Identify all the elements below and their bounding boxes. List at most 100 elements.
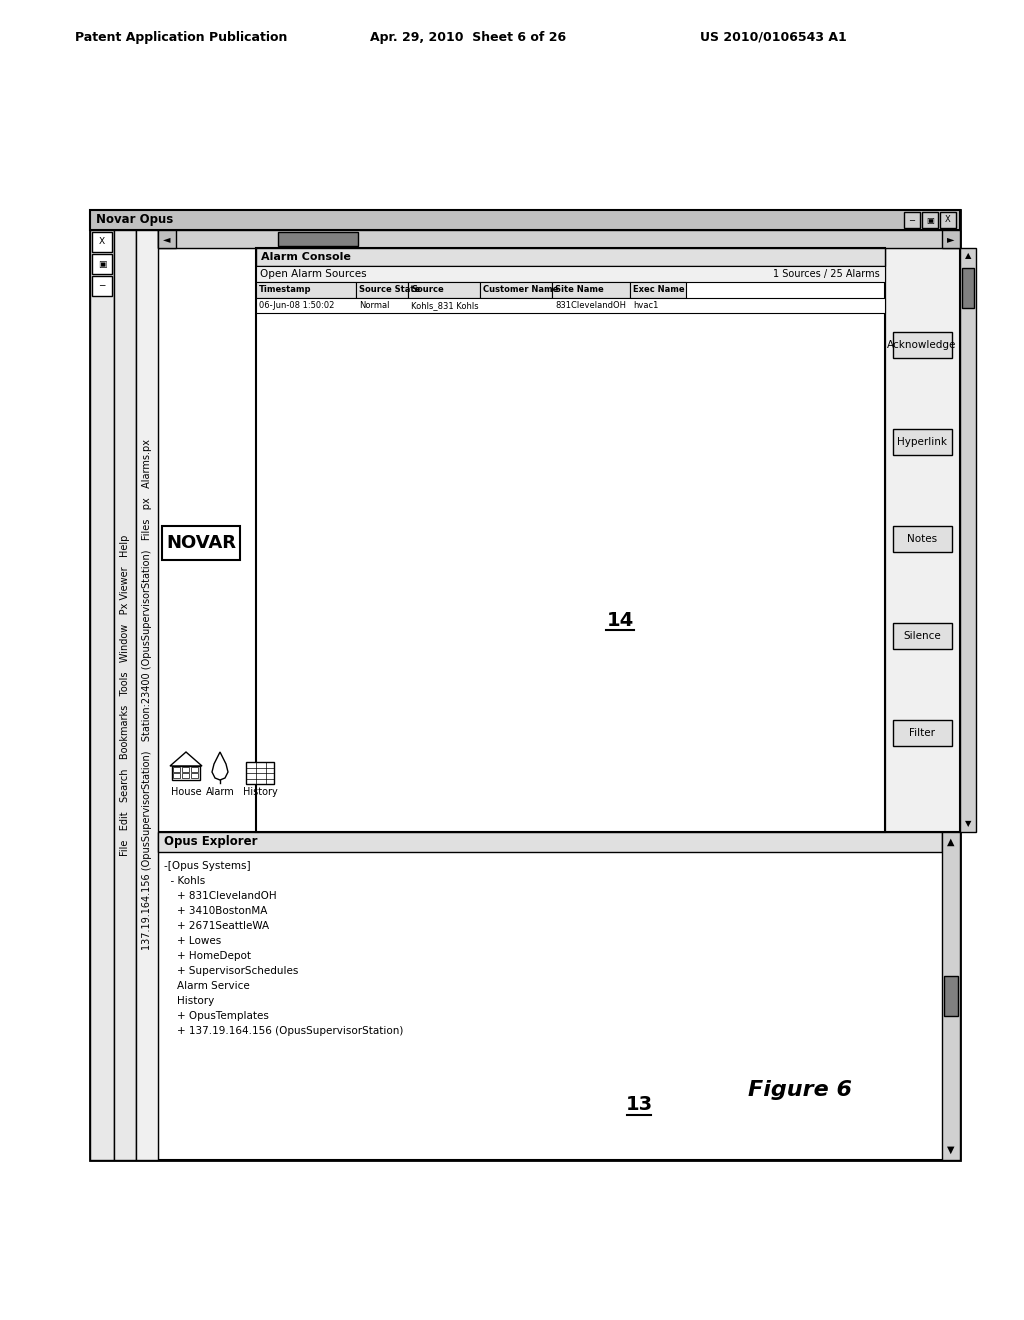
Text: + 3410BostonMA: + 3410BostonMA [164, 906, 267, 916]
Bar [256, 298, 885, 313]
Text: Exec Name: Exec Name [633, 285, 685, 294]
Text: 1 Sources / 25 Alarms: 1 Sources / 25 Alarms [773, 269, 880, 279]
Bar [278, 232, 358, 246]
Text: X: X [99, 238, 105, 247]
Text: Notes: Notes [907, 535, 937, 544]
Text: ▼: ▼ [947, 1144, 954, 1155]
Bar [158, 230, 176, 248]
Text: Customer Name: Customer Name [483, 285, 558, 294]
Text: Site Name: Site Name [555, 285, 604, 294]
Bar [893, 429, 952, 455]
Text: + 2671SeattleWA: + 2671SeattleWA [164, 921, 269, 931]
Text: History: History [164, 997, 214, 1006]
Bar [90, 230, 114, 1160]
Bar [256, 248, 885, 267]
Bar [944, 975, 958, 1016]
Text: + 137.19.164.156 (OpusSupervisorStation): + 137.19.164.156 (OpusSupervisorStation) [164, 1026, 403, 1036]
Text: ▣: ▣ [926, 215, 934, 224]
Bar [92, 253, 112, 275]
Text: ▲: ▲ [947, 837, 954, 847]
Bar [173, 767, 180, 772]
Bar [408, 282, 480, 298]
Bar [893, 623, 952, 649]
Text: History: History [243, 787, 278, 797]
Bar [256, 267, 885, 282]
Text: + SupervisorSchedules: + SupervisorSchedules [164, 966, 298, 975]
Bar [942, 230, 961, 248]
Text: Opus Explorer: Opus Explorer [164, 836, 257, 849]
Bar [182, 774, 189, 777]
Text: + Lowes: + Lowes [164, 936, 221, 946]
Text: Hyperlink: Hyperlink [897, 437, 947, 447]
Text: Normal: Normal [359, 301, 389, 310]
Text: 831ClevelandOH: 831ClevelandOH [555, 301, 626, 310]
Bar [256, 248, 885, 832]
Text: Acknowledge: Acknowledge [888, 341, 956, 350]
Text: Source: Source [411, 285, 443, 294]
Text: ▼: ▼ [965, 820, 971, 829]
Bar [246, 762, 274, 784]
Bar [92, 232, 112, 252]
Text: Timestamp: Timestamp [259, 285, 311, 294]
Text: + 831ClevelandOH: + 831ClevelandOH [164, 891, 276, 902]
Bar [552, 282, 630, 298]
Bar [904, 213, 920, 228]
Text: Filter: Filter [909, 729, 935, 738]
Text: Kohls_831 Kohls: Kohls_831 Kohls [411, 301, 478, 310]
Text: 06-Jun-08 1:50:02: 06-Jun-08 1:50:02 [259, 301, 335, 310]
Text: Alarm: Alarm [206, 787, 234, 797]
Text: Patent Application Publication: Patent Application Publication [75, 30, 288, 44]
Text: 137.19.164.156 (OpusSupervisorStation)   Station:23400 (OpusSupervisorStation)  : 137.19.164.156 (OpusSupervisorStation) S… [142, 440, 152, 950]
Bar [942, 832, 961, 1160]
Text: ─: ─ [909, 215, 914, 224]
Text: File   Edit   Search   Bookmarks   Tools   Window   Px Viewer   Help: File Edit Search Bookmarks Tools Window … [120, 535, 130, 855]
Text: Alarm Service: Alarm Service [164, 981, 250, 991]
Bar [162, 525, 240, 560]
Bar [191, 774, 198, 777]
Text: ◄: ◄ [163, 234, 171, 244]
Bar [962, 268, 974, 308]
Bar [90, 210, 961, 230]
Text: hvac1: hvac1 [633, 301, 658, 310]
Bar [191, 767, 198, 772]
Bar [158, 832, 942, 851]
Text: Alarm Console: Alarm Console [261, 252, 351, 261]
Bar [172, 766, 200, 780]
Bar [893, 719, 952, 746]
Polygon shape [170, 752, 202, 766]
Bar [356, 282, 408, 298]
Bar [173, 774, 180, 777]
Text: NOVAR: NOVAR [166, 535, 236, 552]
Bar [893, 525, 952, 552]
Bar [158, 248, 885, 832]
Text: - Kohls: - Kohls [164, 876, 205, 886]
Bar [158, 230, 961, 248]
Bar [136, 230, 158, 1160]
Text: + HomeDepot: + HomeDepot [164, 950, 251, 961]
Text: Apr. 29, 2010  Sheet 6 of 26: Apr. 29, 2010 Sheet 6 of 26 [370, 30, 566, 44]
Bar [480, 282, 552, 298]
Bar [114, 230, 136, 1160]
Bar [922, 213, 938, 228]
Text: ►: ► [947, 234, 954, 244]
Text: ▲: ▲ [965, 252, 971, 260]
Polygon shape [212, 752, 228, 780]
Text: 14: 14 [606, 610, 634, 630]
Bar [92, 276, 112, 296]
Bar [158, 832, 961, 1160]
Bar [893, 333, 952, 358]
Text: Source State: Source State [359, 285, 420, 294]
Bar [256, 282, 356, 298]
Bar [630, 282, 686, 298]
Text: Figure 6: Figure 6 [748, 1080, 852, 1100]
Text: Open Alarm Sources: Open Alarm Sources [260, 269, 367, 279]
Text: X: X [945, 215, 951, 224]
Bar [182, 767, 189, 772]
Text: House: House [171, 787, 202, 797]
Bar [940, 213, 956, 228]
Text: + OpusTemplates: + OpusTemplates [164, 1011, 269, 1020]
Text: US 2010/0106543 A1: US 2010/0106543 A1 [700, 30, 847, 44]
Text: Novar Opus: Novar Opus [96, 214, 173, 227]
Text: -[Opus Systems]: -[Opus Systems] [164, 861, 251, 871]
Text: ▣: ▣ [97, 260, 106, 268]
